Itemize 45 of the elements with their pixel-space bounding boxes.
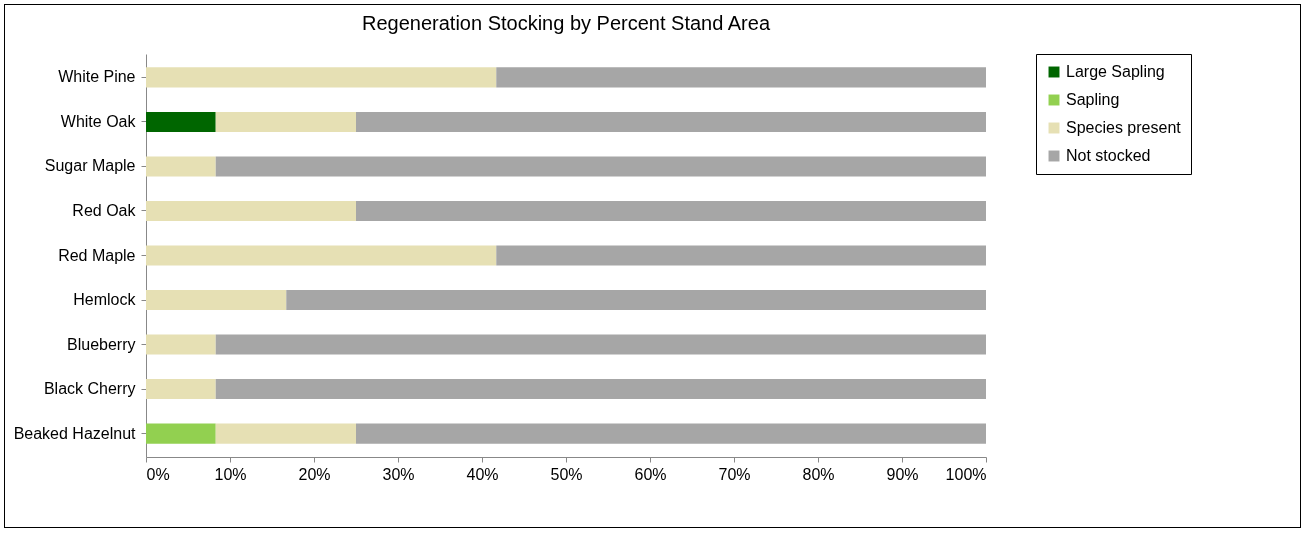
bar (146, 200, 356, 221)
bar (146, 111, 216, 132)
y-tick-label: White Pine (58, 68, 136, 86)
chart-title: Regeneration Stocking by Percent Stand Area (361, 11, 771, 34)
bar (286, 290, 986, 311)
bar (215, 156, 986, 177)
bar (146, 379, 216, 400)
bar (146, 423, 216, 444)
bar (146, 290, 287, 311)
x-tick-label: 40% (466, 465, 499, 483)
x-tick-label: 10% (214, 465, 247, 483)
x-tick-label: 70% (718, 465, 751, 483)
x-tick-label: 100% (945, 465, 987, 483)
bar (215, 379, 986, 400)
y-tick-label: Hemlock (73, 291, 137, 309)
y-tick-label: Blueberry (67, 335, 136, 353)
x-tick-label: 20% (298, 465, 331, 483)
x-tick-label: 80% (802, 465, 835, 483)
bar (146, 245, 497, 266)
legend-label: Species present (1066, 119, 1182, 136)
legend-label: Large Sapling (1066, 63, 1165, 80)
y-tick-label: Beaked Hazelnut (13, 424, 137, 442)
x-tick-label: 50% (550, 465, 583, 483)
bar (356, 200, 986, 221)
bar (356, 423, 986, 444)
y-tick-label: White Oak (60, 112, 137, 130)
bar (215, 334, 986, 355)
bar (146, 67, 497, 88)
x-tick-label: 90% (886, 465, 919, 483)
bar (146, 156, 216, 177)
bar (496, 67, 986, 88)
bar (496, 245, 986, 266)
legend-label: Not stocked (1066, 147, 1151, 164)
x-tick-label: 60% (634, 465, 667, 483)
x-tick-label: 0% (146, 465, 170, 483)
y-tick-label: Sugar Maple (44, 157, 136, 175)
y-tick-label: Red Oak (72, 201, 137, 219)
bar (215, 423, 356, 444)
x-tick-label: 30% (382, 465, 415, 483)
bar (356, 111, 986, 132)
legend-label: Sapling (1066, 91, 1120, 108)
y-tick-label: Black Cherry (43, 380, 136, 398)
bar (215, 111, 356, 132)
bar (146, 334, 216, 355)
y-tick-label: Red Maple (58, 246, 136, 264)
